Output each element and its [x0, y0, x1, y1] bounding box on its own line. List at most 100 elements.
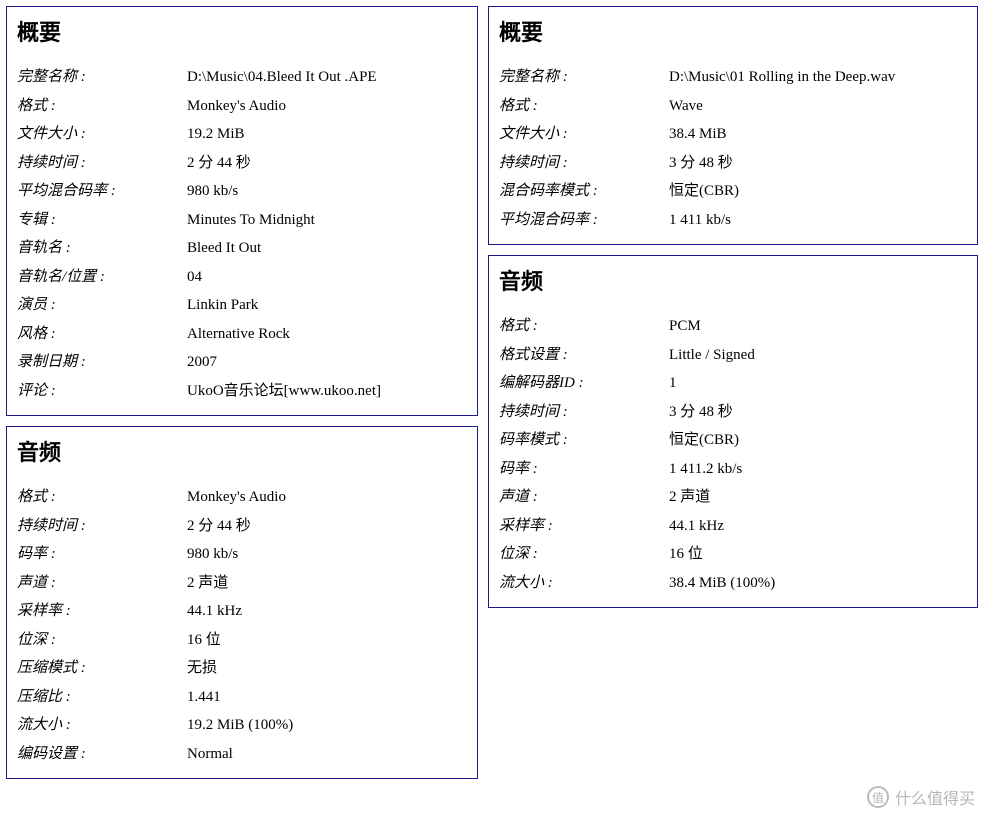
info-value: 1 411.2 kb/s: [669, 455, 967, 484]
info-value: 2007: [187, 348, 467, 377]
info-label: 文件大小 :: [17, 120, 187, 149]
info-label: 专辑 :: [17, 206, 187, 235]
info-label: 压缩模式 :: [17, 654, 187, 683]
left-overview-panel: 概要 完整名称 :D:\Music\04.Bleed It Out .APE格式…: [6, 6, 478, 416]
info-row: 采样率 :44.1 kHz: [17, 597, 467, 626]
info-label: 码率 :: [499, 455, 669, 484]
info-value: Alternative Rock: [187, 320, 467, 349]
info-value: 44.1 kHz: [187, 597, 467, 626]
info-value: 3 分 48 秒: [669, 149, 967, 178]
info-label: 码率 :: [17, 540, 187, 569]
info-value: 19.2 MiB: [187, 120, 467, 149]
info-label: 录制日期 :: [17, 348, 187, 377]
watermark-icon: 值: [867, 786, 889, 808]
info-label: 混合码率模式 :: [499, 177, 669, 206]
info-label: 风格 :: [17, 320, 187, 349]
info-label: 码率模式 :: [499, 426, 669, 455]
info-row: 评论 :UkoO音乐论坛[www.ukoo.net]: [17, 377, 467, 406]
info-value: 04: [187, 263, 467, 292]
info-value: 980 kb/s: [187, 540, 467, 569]
info-value: UkoO音乐论坛[www.ukoo.net]: [187, 377, 467, 406]
info-value: 1: [669, 369, 967, 398]
info-label: 音轨名/位置 :: [17, 263, 187, 292]
info-row: 编解码器ID :1: [499, 369, 967, 398]
info-row: 格式 :Monkey's Audio: [17, 92, 467, 121]
info-row: 录制日期 :2007: [17, 348, 467, 377]
info-row: 平均混合码率 :1 411 kb/s: [499, 206, 967, 235]
info-value: Bleed It Out: [187, 234, 467, 263]
info-row: 演员 :Linkin Park: [17, 291, 467, 320]
right-overview-panel: 概要 完整名称 :D:\Music\01 Rolling in the Deep…: [488, 6, 978, 245]
info-value: 恒定(CBR): [669, 426, 967, 455]
info-row: 声道 :2 声道: [499, 483, 967, 512]
info-row: 音轨名 :Bleed It Out: [17, 234, 467, 263]
info-value: 2 分 44 秒: [187, 149, 467, 178]
info-label: 持续时间 :: [17, 512, 187, 541]
info-row: 流大小 :38.4 MiB (100%): [499, 569, 967, 598]
info-label: 位深 :: [17, 626, 187, 655]
info-label: 采样率 :: [17, 597, 187, 626]
info-row: 格式设置 :Little / Signed: [499, 341, 967, 370]
info-value: 2 声道: [187, 569, 467, 598]
left-audio-rows: 格式 :Monkey's Audio持续时间 :2 分 44 秒码率 :980 …: [17, 483, 467, 768]
info-row: 位深 :16 位: [499, 540, 967, 569]
info-label: 完整名称 :: [499, 63, 669, 92]
info-label: 持续时间 :: [17, 149, 187, 178]
info-row: 流大小 :19.2 MiB (100%): [17, 711, 467, 740]
info-row: 采样率 :44.1 kHz: [499, 512, 967, 541]
info-value: 1.441: [187, 683, 467, 712]
info-row: 完整名称 :D:\Music\04.Bleed It Out .APE: [17, 63, 467, 92]
right-overview-rows: 完整名称 :D:\Music\01 Rolling in the Deep.wa…: [499, 63, 967, 234]
info-value: 16 位: [187, 626, 467, 655]
info-value: 44.1 kHz: [669, 512, 967, 541]
info-row: 码率 :980 kb/s: [17, 540, 467, 569]
info-label: 声道 :: [499, 483, 669, 512]
info-row: 码率模式 :恒定(CBR): [499, 426, 967, 455]
info-label: 声道 :: [17, 569, 187, 598]
info-row: 平均混合码率 :980 kb/s: [17, 177, 467, 206]
info-value: 38.4 MiB (100%): [669, 569, 967, 598]
info-label: 格式 :: [17, 92, 187, 121]
panel-title: 音频: [17, 435, 467, 467]
info-label: 位深 :: [499, 540, 669, 569]
info-value: 2 分 44 秒: [187, 512, 467, 541]
info-value: Monkey's Audio: [187, 483, 467, 512]
info-value: D:\Music\01 Rolling in the Deep.wav: [669, 63, 967, 92]
info-row: 专辑 :Minutes To Midnight: [17, 206, 467, 235]
info-row: 持续时间 :3 分 48 秒: [499, 398, 967, 427]
info-value: Linkin Park: [187, 291, 467, 320]
right-audio-panel: 音频 格式 :PCM格式设置 :Little / Signed编解码器ID :1…: [488, 255, 978, 608]
info-value: 16 位: [669, 540, 967, 569]
info-label: 编码设置 :: [17, 740, 187, 769]
info-label: 持续时间 :: [499, 398, 669, 427]
info-value: 38.4 MiB: [669, 120, 967, 149]
right-column: 概要 完整名称 :D:\Music\01 Rolling in the Deep…: [488, 6, 978, 779]
watermark: 值 什么值得买: [867, 785, 975, 809]
info-value: 恒定(CBR): [669, 177, 967, 206]
info-label: 完整名称 :: [17, 63, 187, 92]
info-label: 格式 :: [17, 483, 187, 512]
info-label: 压缩比 :: [17, 683, 187, 712]
left-column: 概要 完整名称 :D:\Music\04.Bleed It Out .APE格式…: [6, 6, 478, 779]
right-audio-rows: 格式 :PCM格式设置 :Little / Signed编解码器ID :1持续时…: [499, 312, 967, 597]
info-label: 平均混合码率 :: [17, 177, 187, 206]
info-label: 音轨名 :: [17, 234, 187, 263]
info-row: 持续时间 :3 分 48 秒: [499, 149, 967, 178]
info-value: 980 kb/s: [187, 177, 467, 206]
info-label: 持续时间 :: [499, 149, 669, 178]
watermark-text: 什么值得买: [895, 785, 975, 809]
info-label: 格式设置 :: [499, 341, 669, 370]
info-row: 格式 :Monkey's Audio: [17, 483, 467, 512]
info-value: Little / Signed: [669, 341, 967, 370]
info-row: 音轨名/位置 :04: [17, 263, 467, 292]
panel-title: 概要: [17, 15, 467, 47]
info-value: 19.2 MiB (100%): [187, 711, 467, 740]
info-label: 编解码器ID :: [499, 369, 669, 398]
info-label: 格式 :: [499, 312, 669, 341]
info-value: Normal: [187, 740, 467, 769]
panel-title: 概要: [499, 15, 967, 47]
info-value: D:\Music\04.Bleed It Out .APE: [187, 63, 467, 92]
info-label: 格式 :: [499, 92, 669, 121]
panel-title: 音频: [499, 264, 967, 296]
info-value: 2 声道: [669, 483, 967, 512]
